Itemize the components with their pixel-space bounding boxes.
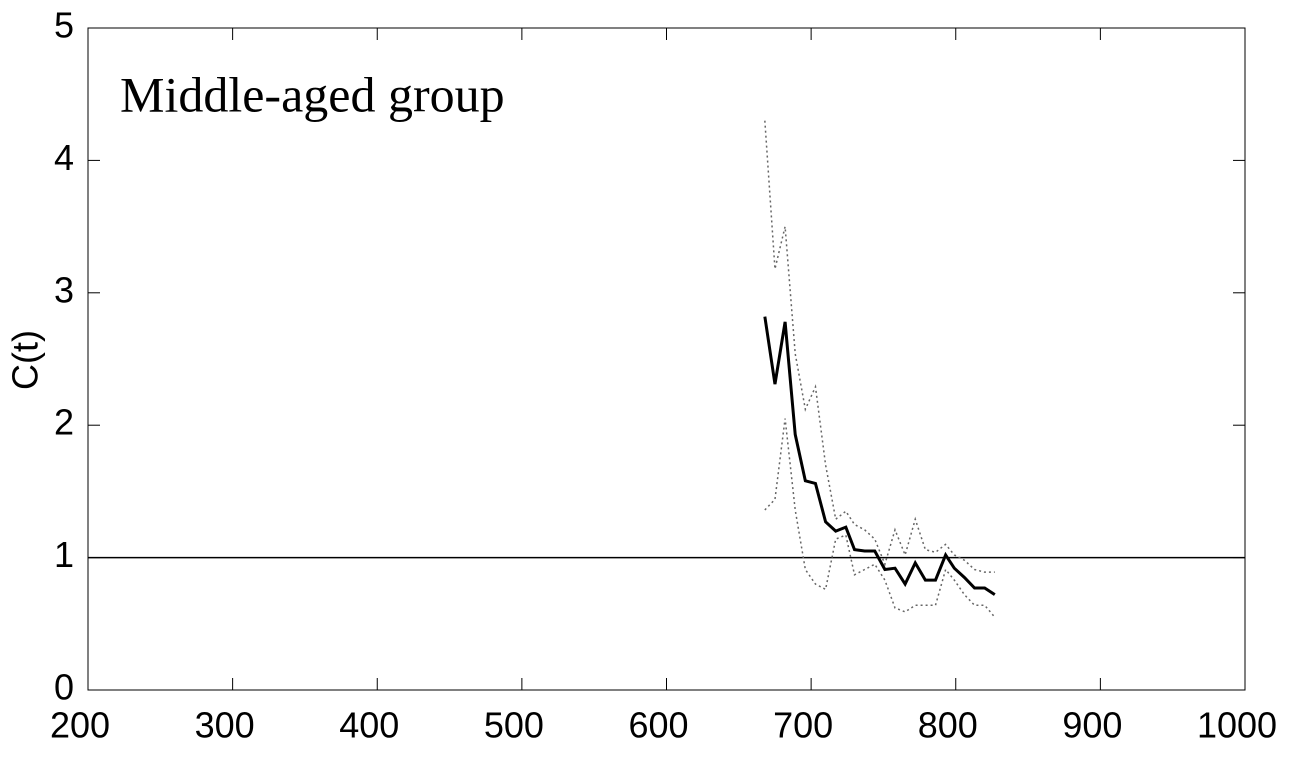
- y-tick-label: 2: [54, 402, 74, 443]
- y-axis-label: C(t): [5, 330, 46, 390]
- x-tick-label: 600: [628, 705, 688, 746]
- x-tick-label: 900: [1062, 705, 1122, 746]
- series-line: [763, 316, 996, 596]
- series-line: [764, 120, 995, 573]
- x-tick-label: 500: [484, 705, 544, 746]
- x-tick-label: 200: [50, 705, 110, 746]
- plot-frame: [87, 27, 1246, 691]
- y-tick-label: 4: [54, 137, 74, 178]
- annotation: Middle-aged group: [120, 66, 505, 122]
- x-tick-label: 700: [773, 705, 833, 746]
- y-tick-label: 5: [54, 5, 74, 46]
- x-tick-label: 400: [339, 705, 399, 746]
- y-tick-label: 3: [54, 269, 74, 310]
- y-tick-label: 1: [54, 534, 74, 575]
- x-tick-label: 800: [918, 705, 978, 746]
- x-tick-label: 1000: [1197, 705, 1277, 746]
- x-tick-label: 300: [195, 705, 255, 746]
- y-tick-label: 0: [54, 667, 74, 708]
